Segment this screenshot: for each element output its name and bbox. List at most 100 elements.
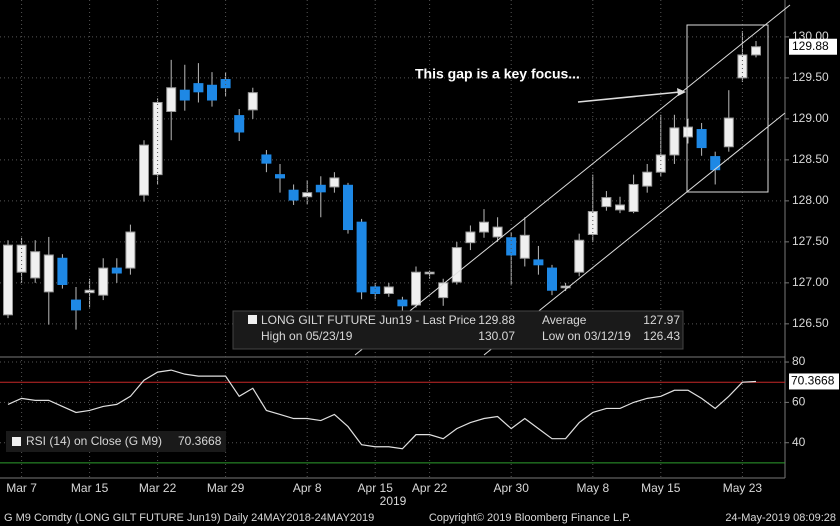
- y-tick-label: 129.00: [792, 111, 829, 125]
- candle-body: [179, 89, 190, 101]
- footer-center: Copyright© 2019 Bloomberg Finance L.P.: [429, 512, 631, 524]
- x-tick-label: May 23: [723, 481, 763, 495]
- candle-body: [275, 174, 285, 179]
- candle-body: [166, 87, 177, 113]
- candle-body: [43, 254, 54, 293]
- candle-body: [98, 267, 109, 296]
- candle-body: [383, 286, 394, 295]
- candle-body: [125, 231, 136, 269]
- candle-body: [30, 251, 41, 279]
- legend-label: LONG GILT FUTURE Jun19 - Last Price: [261, 313, 476, 327]
- candle-body: [220, 79, 231, 89]
- footer-left: G M9 Comdty (LONG GILT FUTURE Jun19) Dai…: [4, 512, 374, 524]
- legend-value: 129.88: [478, 313, 515, 327]
- year-label: 2019: [380, 494, 407, 508]
- legend-swatch: [12, 437, 21, 446]
- channel-line: [354, 4, 791, 356]
- last-value-label: 70.3668: [791, 374, 835, 388]
- arrow-head: [677, 88, 686, 96]
- y-tick-label: 60: [792, 395, 806, 409]
- candle-body: [574, 239, 585, 273]
- candle-body: [492, 226, 503, 238]
- x-tick-label: Apr 22: [412, 481, 448, 495]
- candle-body: [615, 204, 625, 211]
- candle-body: [723, 117, 734, 148]
- y-tick-label: 128.00: [792, 193, 829, 207]
- candle-body: [261, 154, 272, 164]
- legend-value: 130.07: [478, 329, 515, 343]
- candle-body: [628, 183, 639, 213]
- candle-body: [288, 189, 299, 201]
- legend-value: 70.3668: [178, 434, 222, 448]
- candle-body: [207, 84, 217, 101]
- candle-body: [370, 286, 381, 295]
- legend-value: 127.97: [643, 313, 680, 327]
- candle-body: [397, 299, 408, 307]
- legend-label: Low on 03/12/19: [542, 329, 631, 343]
- candle-body: [683, 126, 693, 138]
- candle-body: [451, 247, 462, 283]
- candle-body: [356, 221, 367, 293]
- y-tick-label: 80: [792, 354, 806, 368]
- legend-box: [232, 310, 684, 350]
- y-tick-label: 129.50: [792, 70, 829, 84]
- candle-body: [560, 285, 571, 289]
- x-tick-label: Mar 29: [207, 481, 245, 495]
- x-tick-label: May 15: [641, 481, 681, 495]
- y-tick-label: 127.50: [792, 234, 829, 248]
- candle-body: [193, 83, 204, 93]
- footer-right: 24-May-2019 08:09:28: [725, 512, 836, 524]
- legend-box: [6, 431, 226, 452]
- marks: 130.00129.50129.00128.50128.00127.50127.…: [0, 0, 839, 495]
- candle-body: [71, 299, 81, 311]
- candle-body: [547, 267, 557, 291]
- last-price-box: [789, 38, 837, 55]
- x-tick-label: May 8: [576, 481, 609, 495]
- candle-body: [57, 257, 68, 285]
- last-price-label: 129.88: [792, 39, 829, 53]
- candle-body: [438, 282, 449, 299]
- candle-body: [234, 115, 245, 133]
- candle-body: [315, 184, 326, 193]
- candle-body: [465, 231, 476, 244]
- focus-box: [686, 24, 769, 193]
- candle-body: [411, 271, 421, 306]
- candle-body: [601, 197, 612, 208]
- rsi-line: [7, 369, 757, 450]
- candle-body: [479, 221, 489, 233]
- legend-label: High on 05/23/19: [261, 329, 353, 343]
- candle-body: [506, 237, 517, 256]
- last-value-box: [789, 373, 839, 390]
- candle-body: [737, 54, 748, 79]
- x-tick-label: Mar 15: [71, 481, 109, 495]
- candle-body: [710, 156, 721, 171]
- y-tick-label: 127.00: [792, 275, 829, 289]
- candle-body: [343, 184, 353, 231]
- legend-value: 126.43: [643, 329, 680, 343]
- candle-body: [655, 154, 666, 173]
- annotation: This gap is a key focus...: [415, 66, 580, 82]
- candle-body: [3, 244, 13, 316]
- legend-swatch: [248, 315, 257, 324]
- candle-body: [642, 171, 653, 187]
- x-tick-label: Apr 30: [494, 481, 530, 495]
- candle-body: [247, 92, 258, 111]
- legend-label: RSI (14) on Close (G M9): [26, 434, 162, 448]
- candle-body: [587, 211, 598, 235]
- y-tick-label: 126.50: [792, 316, 829, 330]
- candle-body: [751, 46, 761, 56]
- candle-body: [152, 101, 163, 176]
- candle-body: [696, 129, 707, 149]
- y-tick-label: 40: [792, 435, 806, 449]
- candle-body: [111, 267, 122, 274]
- candle-body: [519, 234, 530, 259]
- candle-body: [329, 177, 340, 188]
- candle-body: [533, 259, 544, 266]
- x-tick-label: Mar 7: [6, 481, 37, 495]
- y-tick-label: 128.50: [792, 152, 829, 166]
- candle-body: [669, 127, 680, 156]
- legend-label: Average: [542, 313, 587, 327]
- x-tick-label: Mar 22: [139, 481, 177, 495]
- arrow: [577, 91, 681, 103]
